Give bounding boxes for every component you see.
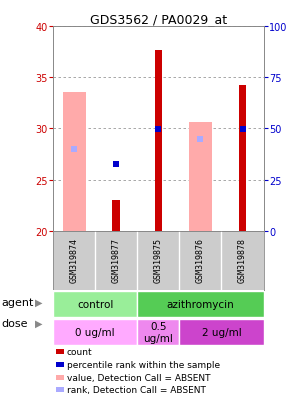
Text: value, Detection Call = ABSENT: value, Detection Call = ABSENT	[67, 373, 210, 382]
Bar	[155, 51, 162, 231]
Bar	[62, 93, 86, 231]
Bar	[239, 86, 246, 231]
Bar	[137, 291, 264, 318]
Text: control: control	[77, 299, 113, 309]
Text: agent: agent	[2, 297, 34, 307]
Text: GSM319874: GSM319874	[70, 237, 78, 282]
Bar	[56, 387, 64, 392]
Bar	[56, 375, 64, 380]
Bar	[112, 201, 120, 231]
Text: dose: dose	[2, 318, 28, 328]
Text: 2 ug/ml: 2 ug/ml	[201, 327, 241, 337]
Text: 0 ug/ml: 0 ug/ml	[75, 327, 115, 337]
Text: ▶: ▶	[35, 318, 42, 328]
Bar	[137, 319, 179, 346]
Bar	[53, 319, 137, 346]
Text: GSM319875: GSM319875	[154, 237, 163, 282]
Text: azithromycin: azithromycin	[167, 299, 234, 309]
Text: count: count	[67, 347, 92, 356]
Text: rank, Detection Call = ABSENT: rank, Detection Call = ABSENT	[67, 385, 206, 394]
Title: GDS3562 / PA0029_at: GDS3562 / PA0029_at	[90, 13, 227, 26]
Text: 0.5
ug/ml: 0.5 ug/ml	[143, 321, 173, 343]
Bar	[56, 349, 64, 354]
Text: GSM319878: GSM319878	[238, 237, 247, 282]
Bar	[56, 362, 64, 367]
Bar	[189, 123, 212, 231]
Bar	[179, 319, 264, 346]
Bar	[53, 291, 137, 318]
Text: ▶: ▶	[35, 297, 42, 307]
Text: GSM319877: GSM319877	[112, 237, 121, 282]
Text: GSM319876: GSM319876	[196, 237, 205, 282]
Text: percentile rank within the sample: percentile rank within the sample	[67, 360, 220, 369]
